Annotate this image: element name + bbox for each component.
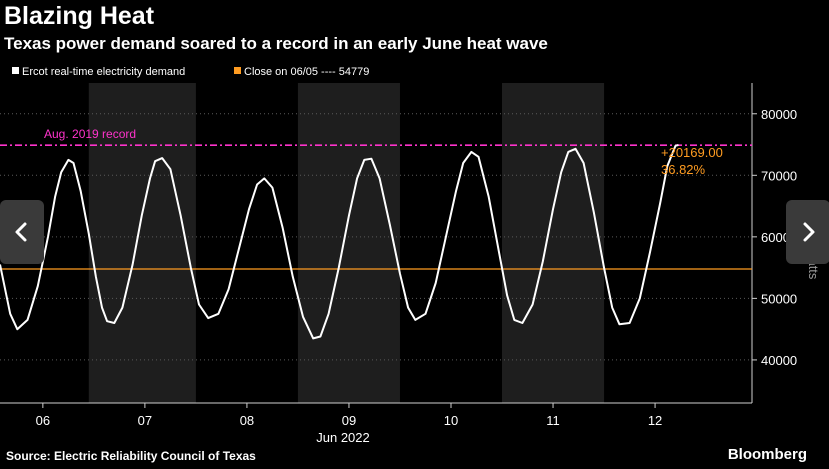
- chart-title: Blazing Heat: [4, 2, 155, 30]
- x-axis-month-label: Jun 2022: [316, 430, 370, 445]
- chevron-right-icon: [803, 222, 815, 242]
- shaded-day-band: [502, 83, 605, 403]
- shaded-day-band: [88, 83, 196, 403]
- x-tick-label: 12: [648, 413, 662, 428]
- reference-lines: [0, 144, 752, 270]
- chevron-left-icon: [15, 222, 27, 242]
- series-layer: [0, 143, 679, 340]
- brand-logo: Bloomberg: [727, 446, 807, 463]
- x-tick-label: 09: [342, 413, 356, 428]
- y-tick-label: 70000: [761, 168, 797, 183]
- shaded-day-band: [297, 83, 400, 403]
- y-tick-label: 50000: [761, 291, 797, 306]
- gridlines: [0, 113, 752, 361]
- x-tick-label: 08: [240, 413, 254, 428]
- y-tick-label: 80000: [761, 107, 797, 122]
- percent-annotation: 36.82%: [661, 162, 706, 177]
- legend-label-close: Close on 06/05 ---- 54779: [244, 66, 369, 78]
- x-tick-label: 06: [36, 413, 50, 428]
- chart-legend: Ercot real-time electricity demand Close…: [12, 66, 369, 78]
- legend-swatch-close: [234, 67, 241, 74]
- previous-chart-button[interactable]: [0, 200, 44, 264]
- next-chart-button[interactable]: [786, 200, 829, 264]
- legend-label-demand: Ercot real-time electricity demand: [22, 66, 185, 78]
- x-tick-label: 07: [138, 413, 152, 428]
- source-note: Source: Electric Reliability Council of …: [6, 449, 256, 463]
- demand-series-line: [0, 143, 679, 340]
- y-tick-label: 40000: [761, 353, 797, 368]
- x-tick-label: 10: [444, 413, 458, 428]
- record-annotation: Aug. 2019 record: [44, 127, 136, 141]
- x-tick-label: 11: [546, 413, 560, 428]
- change-annotation: +20169.00: [661, 145, 723, 160]
- weekday-shading: [88, 83, 605, 403]
- legend-swatch-demand: [12, 67, 19, 74]
- chart-subtitle: Texas power demand soared to a record in…: [4, 34, 548, 53]
